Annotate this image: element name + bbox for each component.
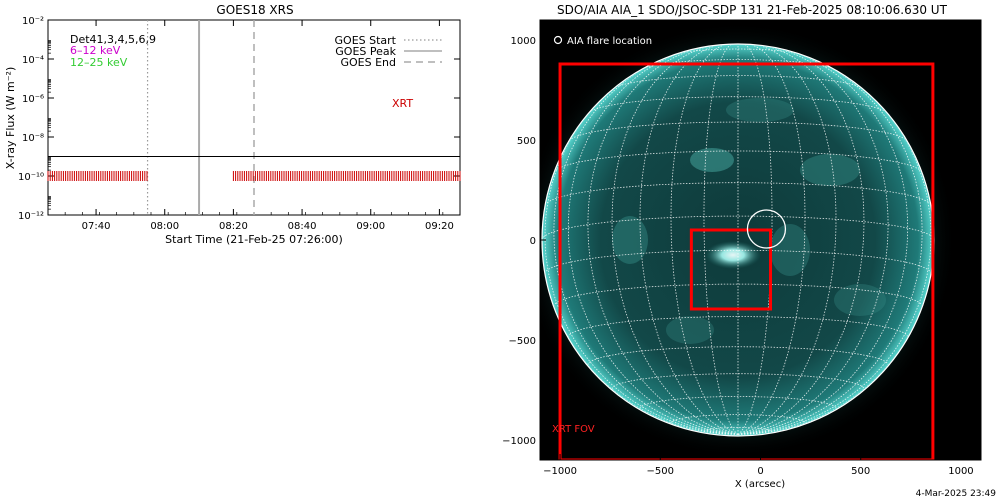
- goes-x-tick-label: 07:40: [82, 221, 111, 232]
- goes-xrs-chart: GOES18 XRS X-ray Flux (W m⁻²) 10⁻¹² 10⁻¹⁰…: [4, 3, 461, 246]
- aia-y-tick-label: −1000: [502, 436, 536, 447]
- latitude-line: [675, 48, 801, 55]
- aia-x-axis-label: X (arcsec): [735, 479, 785, 490]
- aia-x-ticks: −1000 −500 0 500 1000: [543, 454, 974, 477]
- longitude-line: [737, 45, 837, 435]
- aia-y-tick-label: 0: [530, 236, 536, 247]
- aia-y-ticks: 1000 500 0 −500 −1000: [502, 36, 546, 447]
- goes-x-tick-label: 08:40: [288, 221, 317, 232]
- aia-image: AIA flare location XRT FOV: [540, 20, 981, 460]
- xrt-fov-label: XRT FOV: [552, 424, 595, 435]
- goes-x-tick-label: 08:20: [219, 221, 248, 232]
- goes-y-tick-label: 10⁻⁸: [22, 133, 44, 144]
- latitude-line: [553, 283, 923, 307]
- aia-title: SDO/AIA AIA_1 SDO/JSOC-SDP 131 21-Feb-20…: [557, 3, 948, 17]
- longitude-line: [544, 79, 739, 435]
- footer-timestamp: 4-Mar-2025 23:49: [916, 489, 997, 499]
- latitude-line: [703, 427, 773, 432]
- legend-6-12kev-label: 6–12 keV: [70, 44, 121, 57]
- aia-y-tick-label: 500: [517, 136, 536, 147]
- longitude-line: [587, 46, 739, 435]
- legend-12-25kev-label: 12–25 keV: [70, 56, 128, 69]
- longitude-line: [703, 45, 739, 435]
- xrt-annotation: XRT: [392, 97, 413, 110]
- goes-y-tick-label: 10⁻¹²: [18, 211, 44, 222]
- goes-y-axis-label: X-ray Flux (W m⁻²): [4, 67, 17, 169]
- goes-x-ticks: 07:40 08:00 08:20 08:40 09:00 09:20: [47, 20, 461, 232]
- legend-goes-end-label: GOES End: [340, 56, 396, 69]
- goes-chart-title: GOES18 XRS: [216, 3, 293, 17]
- longitude-line: [670, 45, 739, 435]
- longitude-line: [737, 46, 889, 435]
- goes-x-tick-label: 08:00: [150, 221, 179, 232]
- active-regions: [543, 45, 933, 435]
- xrt-fov-box: [558, 62, 935, 460]
- longitude-line: [737, 79, 932, 435]
- heliographic-grid: [543, 45, 933, 435]
- aia-image-panel: SDO/AIA AIA_1 SDO/JSOC-SDP 131 21-Feb-20…: [502, 3, 982, 490]
- aia-flare-location-circle: [746, 209, 787, 249]
- solar-disk: [542, 44, 934, 436]
- latitude-line: [588, 96, 888, 114]
- aia-x-tick-label: −1000: [543, 466, 577, 477]
- flare-brightening: [705, 241, 761, 269]
- legend-goes-peak-label: GOES Peak: [335, 45, 396, 58]
- aia-y-tick-label: −500: [509, 336, 536, 347]
- goes-y-tick-label: 10⁻⁶: [22, 94, 44, 105]
- aia-x-tick-label: 1000: [948, 466, 973, 477]
- goes-y-tick-label: 10⁻²: [22, 16, 44, 27]
- legend-goes-start-label: GOES Start: [335, 34, 397, 47]
- longitude-line: [639, 45, 739, 435]
- legend-flare-location-label: AIA flare location: [567, 36, 652, 47]
- series-red-bars: [47, 171, 461, 181]
- aia-y-tick-label: 1000: [511, 36, 536, 47]
- longitude-line: [737, 45, 806, 435]
- goes-x-tick-label: 09:00: [356, 221, 385, 232]
- goes-y-ticks: 10⁻¹² 10⁻¹⁰ 10⁻⁸ 10⁻⁶ 10⁻⁴ 10⁻²: [18, 16, 460, 222]
- longitude-line: [737, 48, 909, 435]
- aia-x-tick-label: −500: [647, 466, 674, 477]
- legend-flare-marker: [553, 35, 563, 45]
- latitude-line: [544, 182, 932, 206]
- goes-y-tick-label: 10⁻¹⁰: [18, 172, 44, 183]
- latitude-line: [567, 316, 909, 338]
- latitude-line: [639, 396, 837, 409]
- goes-x-tick-label: 09:20: [425, 221, 454, 232]
- aia-x-tick-label: 0: [757, 466, 763, 477]
- latitude-line: [613, 75, 863, 89]
- longitude-line: [567, 48, 739, 435]
- legend-det-label: Det41,3,4,5,6,9: [70, 33, 156, 46]
- goes-x-axis-label: Start Time (21-Feb-25 07:26:00): [165, 233, 343, 246]
- aia-x-tick-label: 500: [851, 466, 870, 477]
- flare-zoom-box: [689, 228, 773, 311]
- goes-y-tick-label: 10⁻⁴: [22, 55, 44, 66]
